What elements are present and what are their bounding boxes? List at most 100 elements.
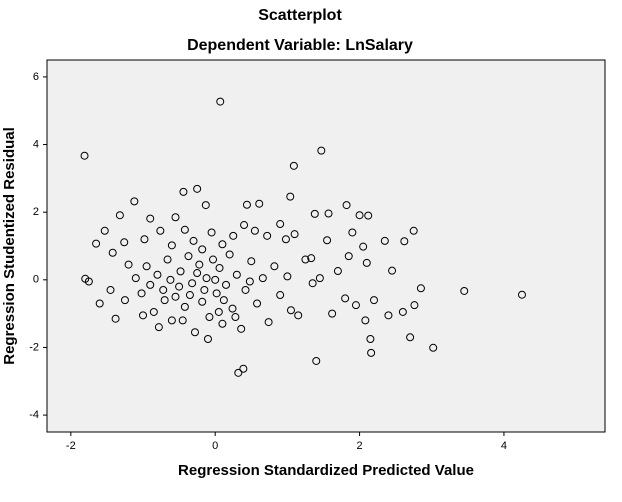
point: [106, 285, 115, 294]
point: [207, 228, 216, 237]
point: [146, 214, 155, 223]
point: [198, 297, 207, 306]
point: [211, 275, 220, 284]
point: [84, 277, 93, 286]
point: [388, 266, 397, 275]
point: [380, 236, 389, 245]
point: [95, 299, 104, 308]
point: [216, 97, 225, 106]
x-tick-label: 2: [357, 440, 363, 452]
point: [124, 260, 133, 269]
point: [131, 274, 140, 283]
point: [154, 323, 163, 332]
chart-subtitle: Dependent Variable: LnSalary: [187, 37, 413, 54]
point: [193, 184, 202, 193]
point: [341, 294, 350, 303]
point: [398, 307, 407, 316]
point: [212, 289, 221, 298]
point: [229, 231, 238, 240]
point: [308, 279, 317, 288]
point: [190, 328, 199, 337]
point: [176, 267, 185, 276]
point: [270, 262, 279, 271]
point: [400, 237, 409, 246]
point: [286, 306, 295, 315]
point: [276, 220, 285, 229]
point: [179, 187, 188, 196]
point: [324, 209, 333, 218]
point: [460, 286, 469, 295]
point: [409, 226, 418, 235]
point: [201, 201, 210, 210]
y-tick-label: 6: [33, 71, 39, 83]
point: [184, 252, 193, 261]
point: [301, 255, 310, 264]
point: [218, 319, 227, 328]
point: [342, 201, 351, 210]
point: [355, 211, 364, 220]
point: [276, 291, 285, 300]
point: [239, 364, 248, 373]
point: [258, 274, 267, 283]
point: [294, 311, 303, 320]
point: [111, 314, 120, 323]
point: [80, 151, 89, 160]
point: [231, 313, 240, 322]
y-tick-label: -2: [29, 341, 39, 353]
point: [410, 301, 419, 310]
point: [416, 284, 425, 293]
point: [218, 240, 227, 249]
point: [328, 309, 337, 318]
point: [202, 274, 211, 283]
point: [240, 221, 249, 230]
point: [384, 311, 393, 320]
point: [139, 311, 148, 320]
y-tick-label: 4: [33, 138, 39, 150]
point: [198, 245, 207, 254]
point: [203, 335, 212, 343]
point: [289, 161, 298, 170]
point: [232, 270, 241, 279]
point: [317, 146, 326, 155]
point: [247, 257, 256, 266]
point: [180, 225, 189, 234]
point: [323, 236, 332, 245]
point: [209, 255, 218, 264]
y-tick-label: 0: [33, 274, 39, 286]
point: [283, 272, 292, 281]
point: [359, 242, 368, 251]
point: [178, 316, 187, 325]
point: [348, 228, 357, 237]
point: [171, 292, 180, 301]
point: [140, 235, 149, 244]
point: [281, 235, 290, 244]
point: [180, 302, 189, 311]
point: [185, 291, 194, 300]
x-tick-label: 4: [501, 440, 507, 452]
point: [361, 316, 370, 325]
point: [310, 209, 319, 218]
point: [160, 296, 169, 305]
point: [222, 280, 231, 289]
plot-area: [46, 59, 606, 433]
point: [242, 200, 251, 209]
y-axis-label: Regression Studentized Residual: [1, 127, 18, 365]
x-tick-label: 0: [212, 440, 218, 452]
point: [108, 248, 117, 257]
point: [286, 192, 295, 201]
point: [366, 335, 375, 343]
point: [370, 296, 379, 305]
point: [156, 226, 165, 235]
point: [189, 236, 198, 245]
point: [362, 258, 371, 267]
point: [228, 304, 237, 313]
point: [130, 197, 139, 206]
point: [120, 238, 129, 247]
point: [215, 263, 224, 272]
point: [146, 280, 155, 289]
point: [307, 254, 316, 263]
point: [234, 368, 243, 377]
point: [137, 289, 146, 298]
